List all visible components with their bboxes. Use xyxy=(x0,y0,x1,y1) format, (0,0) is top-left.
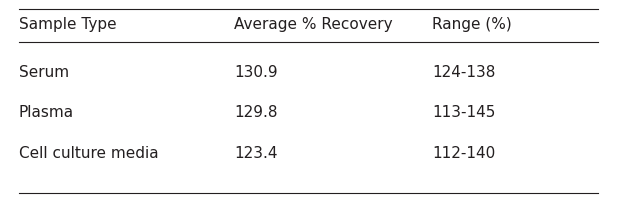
Text: Cell culture media: Cell culture media xyxy=(19,146,158,161)
Text: 113-145: 113-145 xyxy=(432,105,495,120)
Text: 123.4: 123.4 xyxy=(234,146,278,161)
Text: Plasma: Plasma xyxy=(19,105,73,120)
Text: 124-138: 124-138 xyxy=(432,65,495,80)
Text: 130.9: 130.9 xyxy=(234,65,278,80)
Text: Average % Recovery: Average % Recovery xyxy=(234,17,393,32)
Text: Sample Type: Sample Type xyxy=(19,17,116,32)
Text: 129.8: 129.8 xyxy=(234,105,278,120)
Text: 112-140: 112-140 xyxy=(432,146,495,161)
Text: Serum: Serum xyxy=(19,65,68,80)
Text: Range (%): Range (%) xyxy=(432,17,511,32)
